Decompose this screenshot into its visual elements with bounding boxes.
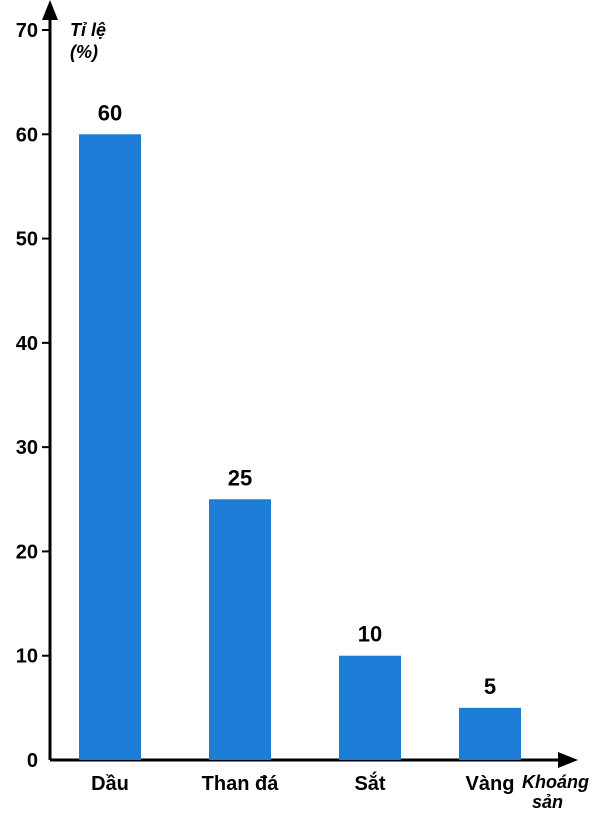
bar-chart: 0 10 20 30 40 50 60 70 Tỉ lệ(%) 60 Dầu 25 Than đá 10 S… bbox=[0, 0, 598, 832]
x-axis-title-line2: sản bbox=[532, 792, 563, 812]
bar-value-label: 60 bbox=[98, 100, 122, 125]
bar-value-label: 5 bbox=[484, 674, 496, 699]
y-axis-arrow bbox=[42, 0, 58, 20]
bar-category-label: Vàng bbox=[466, 773, 515, 795]
y-axis-title-line1: Tỉ lệ bbox=[70, 20, 106, 40]
y-tick-label: 10 bbox=[16, 646, 38, 668]
chart-container: 0 10 20 30 40 50 60 70 Tỉ lệ(%) 60 Dầu 25 Than đá 10 S… bbox=[0, 0, 598, 832]
x-axis-arrow bbox=[558, 752, 578, 768]
bar-category-label: Dầu bbox=[91, 773, 129, 795]
bar bbox=[339, 656, 401, 760]
bar-category-label: Than đá bbox=[202, 773, 280, 795]
y-tick-label: 0 bbox=[27, 750, 38, 772]
y-tick-label: 60 bbox=[16, 124, 38, 146]
y-tick-label: 70 bbox=[16, 20, 38, 42]
x-axis-title-line1: Khoáng bbox=[522, 772, 589, 792]
y-axis-title-line2: (%) bbox=[70, 42, 98, 62]
y-tick-label: 20 bbox=[16, 541, 38, 563]
bar-category-label: Sắt bbox=[354, 771, 385, 795]
bar bbox=[209, 499, 271, 760]
y-tick-label: 50 bbox=[16, 229, 38, 251]
bar bbox=[79, 134, 141, 760]
bar-value-label: 25 bbox=[228, 465, 252, 490]
bar bbox=[459, 708, 521, 760]
y-tick-label: 40 bbox=[16, 333, 38, 355]
bar-value-label: 10 bbox=[358, 622, 382, 647]
y-tick-label: 30 bbox=[16, 437, 38, 459]
